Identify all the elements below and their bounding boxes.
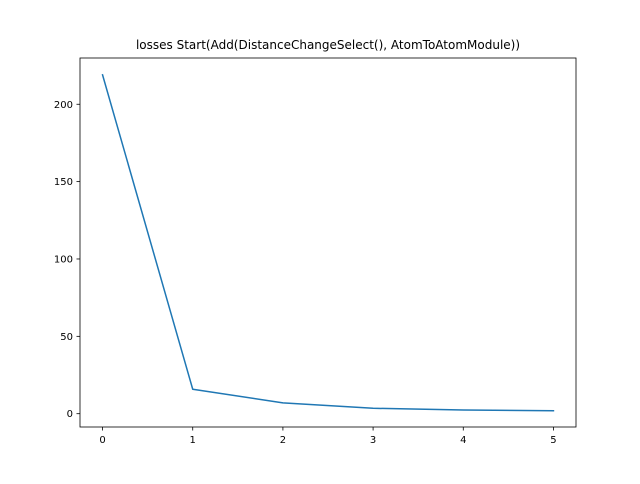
y-tick-label: 50 [60, 332, 73, 343]
chart-title: losses Start(Add(DistanceChangeSelect(),… [136, 38, 520, 52]
x-tick-label: 3 [370, 435, 376, 446]
x-tick-label: 1 [190, 435, 196, 446]
x-tick-label: 4 [460, 435, 466, 446]
y-tick-label: 100 [54, 254, 73, 265]
x-tick-label: 0 [99, 435, 105, 446]
axes-frame [79, 57, 577, 428]
y-tick-label: 0 [67, 409, 73, 420]
x-tick-label: 2 [280, 435, 286, 446]
y-tick-label: 150 [54, 177, 73, 188]
series-line-0 [101, 73, 555, 412]
x-tick-label: 5 [550, 435, 556, 446]
y-tick-label: 200 [54, 100, 73, 111]
